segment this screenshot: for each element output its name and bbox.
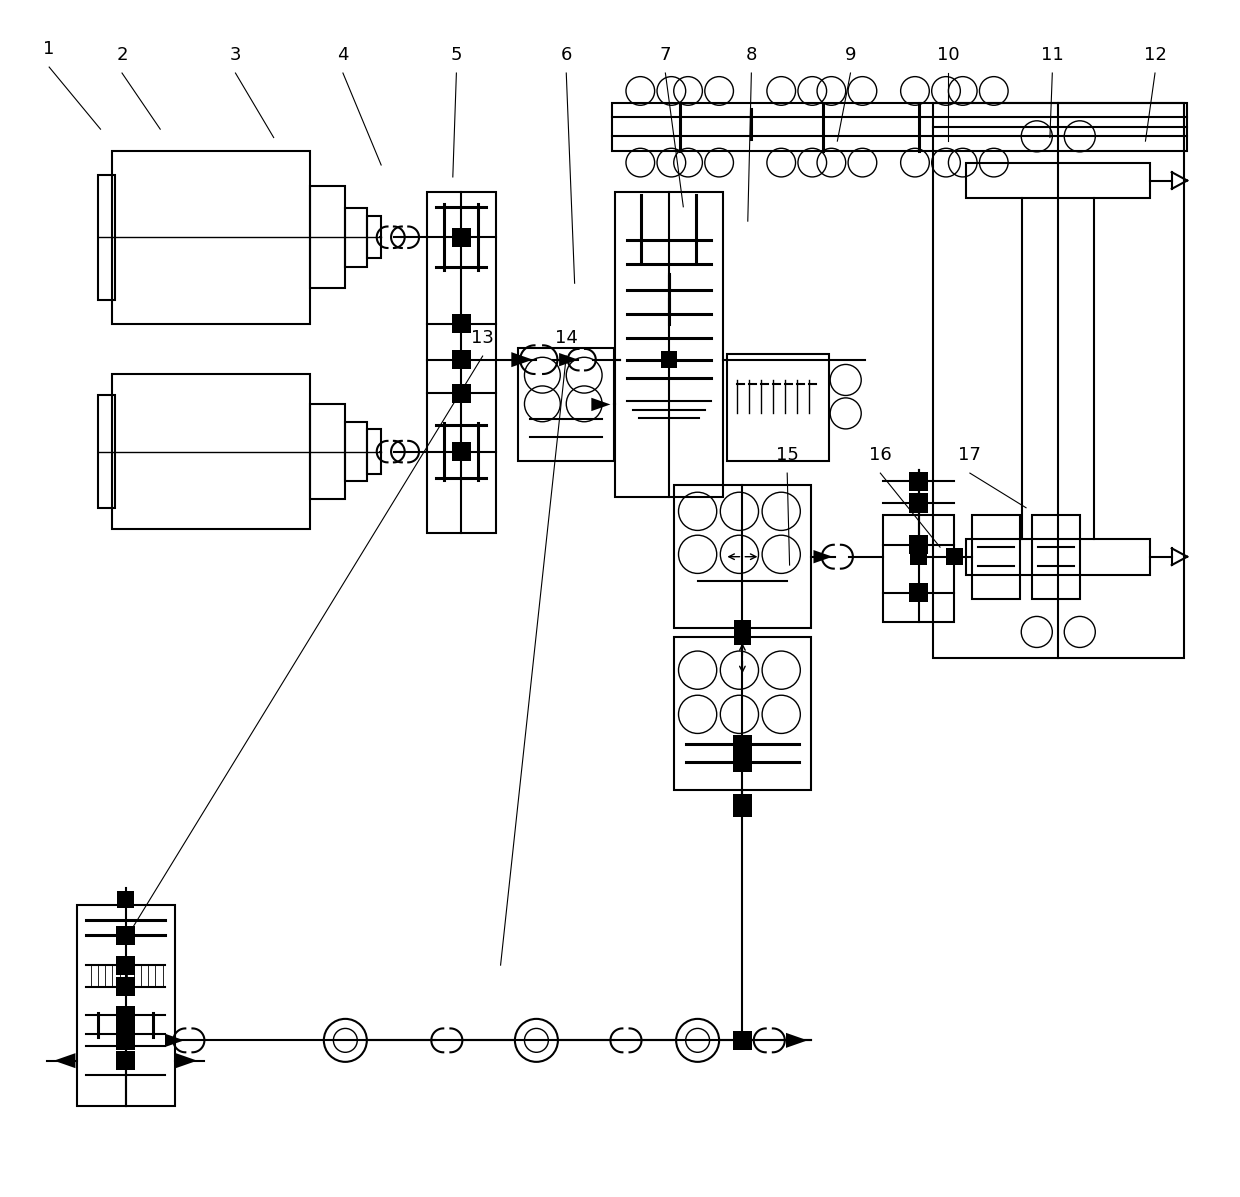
Bar bbox=[427, 193, 496, 533]
Text: 8: 8 bbox=[745, 47, 758, 65]
Bar bbox=[117, 1051, 135, 1070]
Text: 17: 17 bbox=[959, 446, 981, 464]
Bar bbox=[733, 753, 751, 772]
Bar bbox=[910, 548, 928, 565]
Bar bbox=[367, 217, 381, 259]
Text: 2: 2 bbox=[117, 47, 128, 65]
Bar bbox=[367, 429, 381, 474]
Bar bbox=[661, 351, 677, 367]
Bar bbox=[117, 925, 135, 944]
Text: 14: 14 bbox=[554, 329, 578, 347]
Bar bbox=[615, 193, 723, 497]
Bar bbox=[451, 383, 471, 402]
Bar bbox=[733, 1031, 751, 1050]
Bar bbox=[966, 163, 1151, 199]
Bar bbox=[883, 515, 955, 622]
Text: 11: 11 bbox=[1040, 47, 1064, 65]
Bar bbox=[734, 620, 750, 637]
Bar bbox=[77, 905, 175, 1106]
Bar bbox=[909, 535, 928, 554]
Bar bbox=[310, 187, 345, 288]
Bar bbox=[117, 955, 135, 974]
Polygon shape bbox=[176, 1053, 197, 1068]
Text: 9: 9 bbox=[844, 47, 857, 65]
Bar bbox=[733, 795, 751, 814]
Polygon shape bbox=[813, 549, 832, 564]
Bar bbox=[972, 515, 1021, 598]
Bar bbox=[946, 548, 962, 565]
Bar bbox=[113, 373, 310, 529]
Bar bbox=[673, 637, 811, 790]
Bar bbox=[113, 151, 310, 324]
Bar bbox=[118, 891, 134, 907]
Bar bbox=[611, 103, 1187, 151]
Bar bbox=[117, 1005, 135, 1025]
Bar bbox=[733, 798, 751, 818]
Bar bbox=[451, 350, 471, 369]
Bar bbox=[966, 539, 1151, 575]
Polygon shape bbox=[559, 353, 578, 366]
Bar bbox=[98, 175, 115, 300]
Bar bbox=[345, 421, 367, 481]
Polygon shape bbox=[786, 1033, 807, 1047]
Bar bbox=[1032, 515, 1080, 598]
Bar bbox=[733, 735, 751, 754]
Bar bbox=[117, 1025, 135, 1044]
Bar bbox=[451, 227, 471, 247]
Bar bbox=[98, 395, 115, 508]
Bar bbox=[909, 493, 928, 512]
Polygon shape bbox=[165, 1034, 184, 1047]
Polygon shape bbox=[591, 397, 610, 411]
Text: 10: 10 bbox=[937, 47, 960, 65]
Text: 4: 4 bbox=[337, 47, 348, 65]
Bar bbox=[117, 977, 135, 996]
Bar bbox=[518, 347, 614, 461]
Bar bbox=[345, 208, 367, 267]
Text: 3: 3 bbox=[229, 47, 242, 65]
Bar bbox=[728, 353, 830, 461]
Bar bbox=[117, 1031, 135, 1050]
Bar bbox=[932, 103, 1184, 658]
Text: 6: 6 bbox=[560, 47, 572, 65]
Bar bbox=[909, 583, 928, 602]
Text: 7: 7 bbox=[660, 47, 671, 65]
Bar bbox=[734, 628, 750, 645]
Bar bbox=[451, 442, 471, 461]
Bar bbox=[909, 472, 928, 491]
Bar bbox=[673, 485, 811, 628]
Polygon shape bbox=[53, 1053, 76, 1068]
Bar bbox=[451, 315, 471, 334]
Text: 16: 16 bbox=[869, 446, 892, 464]
Text: 5: 5 bbox=[450, 47, 463, 65]
Text: 13: 13 bbox=[471, 329, 494, 347]
Polygon shape bbox=[511, 352, 533, 367]
Text: 1: 1 bbox=[43, 41, 55, 59]
Text: 15: 15 bbox=[776, 446, 799, 464]
Bar bbox=[310, 403, 345, 499]
Text: 12: 12 bbox=[1143, 47, 1167, 65]
